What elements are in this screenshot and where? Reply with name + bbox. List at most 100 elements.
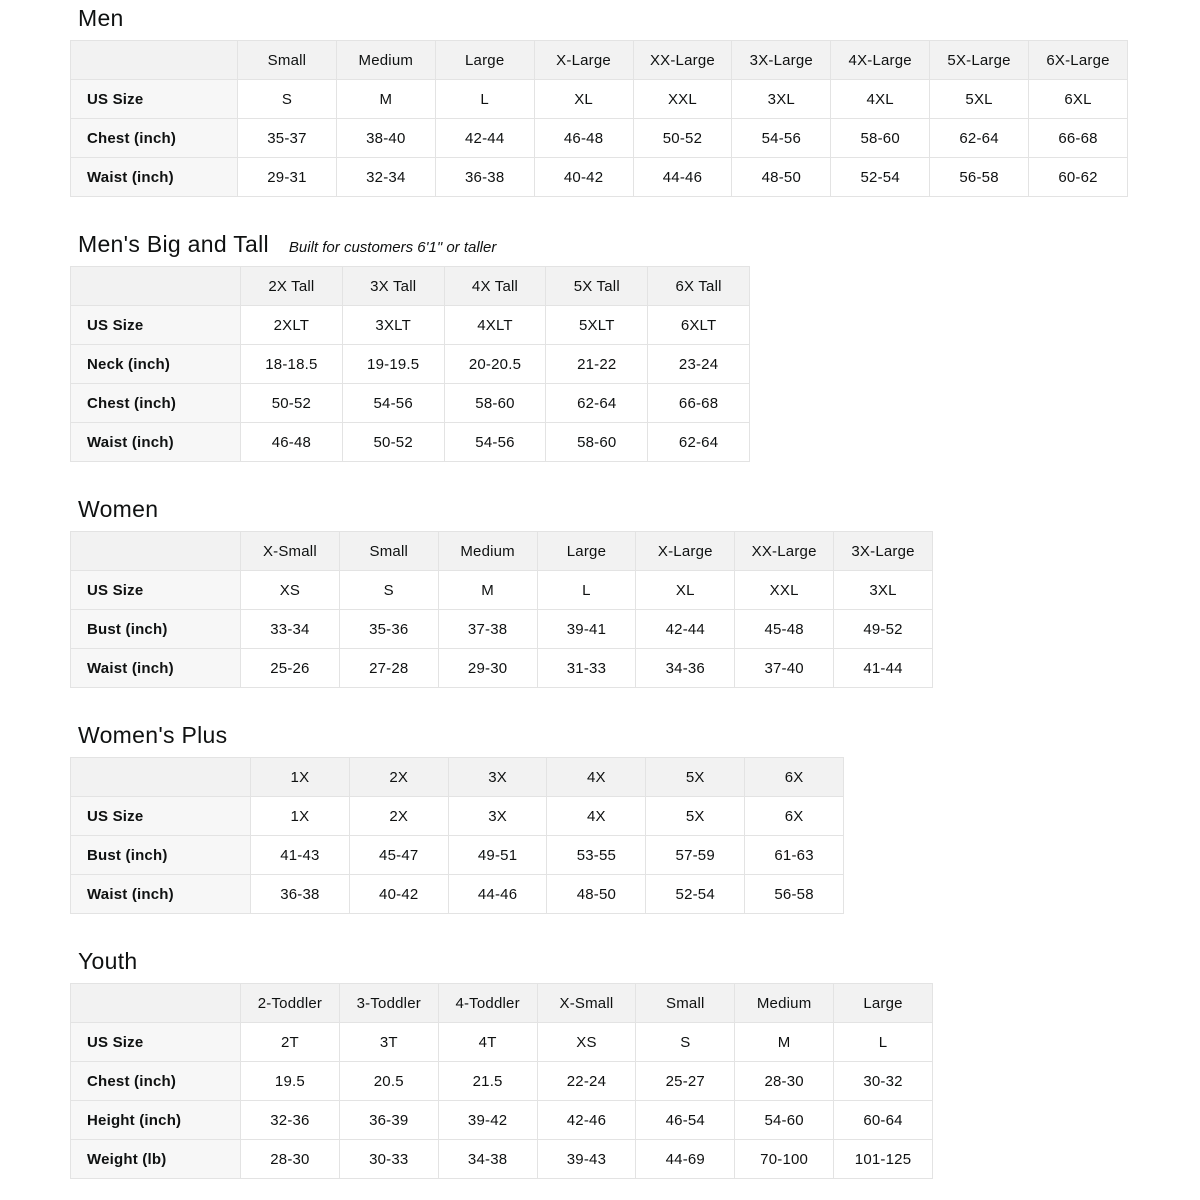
table-corner-cell xyxy=(70,983,241,1023)
size-value-cell: 46-48 xyxy=(533,118,634,158)
header-row: X-Small Small Medium Large X-Large XX-Large 3X… xyxy=(70,531,933,571)
size-table-youth: 2-Toddler 3-Toddler 4-Toddler X-Small Small M… xyxy=(70,983,933,1179)
column-header-cell: 3X Tall xyxy=(341,266,445,306)
size-value-cell: 28-30 xyxy=(734,1061,835,1101)
size-value-cell: 6XL xyxy=(1028,79,1128,119)
size-value-cell: 5XLT xyxy=(545,305,649,345)
table-corner-cell xyxy=(70,40,238,80)
size-value-cell: 44-69 xyxy=(635,1139,736,1179)
size-value-cell: 31-33 xyxy=(536,648,637,688)
column-header-cell: 2-Toddler xyxy=(240,983,340,1023)
column-header-cell: 1X xyxy=(250,757,350,797)
section-title-womens-plus: Women's Plus xyxy=(78,722,228,748)
size-value-cell: 32-36 xyxy=(240,1100,340,1140)
size-value-cell: 4XLT xyxy=(443,305,547,345)
column-header-cell: 6X Tall xyxy=(647,266,750,306)
column-header-cell: Medium xyxy=(734,983,835,1023)
size-value-cell: 66-68 xyxy=(1028,118,1128,158)
section-title-mens-big-and-tall: Men's Big and Tall xyxy=(78,231,269,257)
column-header-cell: X-Small xyxy=(240,531,340,571)
row-label-cell: US Size xyxy=(70,305,241,345)
size-value-cell: 70-100 xyxy=(734,1139,835,1179)
table-row: Chest (inch) 35-37 38-40 42-44 46-48 50-52 54-… xyxy=(70,118,1128,158)
size-value-cell: XXL xyxy=(632,79,733,119)
table-corner-cell xyxy=(70,757,251,797)
table-row: Waist (inch) 25-26 27-28 29-30 31-33 34-36 37-… xyxy=(70,648,933,688)
row-label-cell: Waist (inch) xyxy=(70,422,241,462)
size-value-cell: 42-44 xyxy=(434,118,535,158)
row-label-cell: Bust (inch) xyxy=(70,609,241,649)
column-header-cell: 4X Tall xyxy=(443,266,547,306)
size-value-cell: 30-33 xyxy=(338,1139,439,1179)
column-header-cell: Small xyxy=(237,40,337,80)
size-value-cell: S xyxy=(237,79,337,119)
row-label-cell: Chest (inch) xyxy=(70,383,241,423)
size-value-cell: 37-38 xyxy=(437,609,538,649)
column-header-cell: Small xyxy=(635,983,736,1023)
row-label-cell: US Size xyxy=(70,796,251,836)
section-heading-womens-plus: Women's Plus xyxy=(78,722,1200,749)
size-value-cell: 39-42 xyxy=(437,1100,538,1140)
size-value-cell: 5XL xyxy=(929,79,1029,119)
size-value-cell: 54-56 xyxy=(443,422,547,462)
section-heading-mens-big-and-tall: Men's Big and Tall Built for customers 6'… xyxy=(78,231,1200,258)
size-value-cell: XXL xyxy=(734,570,835,610)
section-women: Women X-Small Small Medium Large X-Large XX-La… xyxy=(70,496,1200,688)
section-title-men: Men xyxy=(78,5,124,31)
size-value-cell: 50-52 xyxy=(341,422,445,462)
size-value-cell: 101-125 xyxy=(833,1139,933,1179)
table-row: Weight (lb) 28-30 30-33 34-38 39-43 44-69 70-1… xyxy=(70,1139,933,1179)
row-label-cell: Waist (inch) xyxy=(70,157,238,197)
size-value-cell: 3XL xyxy=(731,79,832,119)
column-header-cell: 5X-Large xyxy=(929,40,1029,80)
size-value-cell: 21.5 xyxy=(437,1061,538,1101)
size-value-cell: M xyxy=(437,570,538,610)
section-youth: Youth 2-Toddler 3-Toddler 4-Toddler X-Small S… xyxy=(70,948,1200,1179)
column-header-cell: XX-Large xyxy=(632,40,733,80)
size-value-cell: 36-38 xyxy=(434,157,535,197)
size-value-cell: S xyxy=(338,570,439,610)
table-row: Bust (inch) 33-34 35-36 37-38 39-41 42-44 45-4… xyxy=(70,609,933,649)
row-label-cell: Chest (inch) xyxy=(70,118,238,158)
size-value-cell: 45-48 xyxy=(734,609,835,649)
section-title-youth: Youth xyxy=(78,948,138,974)
section-womens-plus: Women's Plus 1X 2X 3X 4X 5X 6X US Size 1X 2X 3X 4X 5… xyxy=(70,722,1200,914)
table-row: Chest (inch) 19.5 20.5 21.5 22-24 25-27 28-30 3… xyxy=(70,1061,933,1101)
size-value-cell: XS xyxy=(536,1022,637,1062)
column-header-cell: 3-Toddler xyxy=(338,983,439,1023)
size-value-cell: 3X xyxy=(447,796,548,836)
column-header-cell: 2X xyxy=(348,757,449,797)
size-value-cell: 29-31 xyxy=(237,157,337,197)
size-value-cell: 36-39 xyxy=(338,1100,439,1140)
size-value-cell: 36-38 xyxy=(250,874,350,914)
row-label-cell: Height (inch) xyxy=(70,1100,241,1140)
size-value-cell: L xyxy=(434,79,535,119)
size-value-cell: S xyxy=(635,1022,736,1062)
size-value-cell: 19.5 xyxy=(240,1061,340,1101)
size-value-cell: 54-56 xyxy=(341,383,445,423)
column-header-cell: 5X Tall xyxy=(545,266,649,306)
table-corner-cell xyxy=(70,266,241,306)
section-men: Men Small Medium Large X-Large XX-Large 3X-Lar… xyxy=(70,5,1200,197)
table-row: US Size 2XLT 3XLT 4XLT 5XLT 6XLT xyxy=(70,305,750,345)
column-header-cell: Medium xyxy=(335,40,436,80)
column-header-cell: 6X-Large xyxy=(1028,40,1128,80)
column-header-cell: Large xyxy=(434,40,535,80)
size-value-cell: 57-59 xyxy=(645,835,746,875)
size-value-cell: 3T xyxy=(338,1022,439,1062)
row-label-cell: Chest (inch) xyxy=(70,1061,241,1101)
size-value-cell: 42-44 xyxy=(635,609,736,649)
section-heading-women: Women xyxy=(78,496,1200,523)
size-value-cell: 50-52 xyxy=(632,118,733,158)
size-table-womens-plus: 1X 2X 3X 4X 5X 6X US Size 1X 2X 3X 4X 5X 6X Bust (inc… xyxy=(70,757,844,914)
size-value-cell: 56-58 xyxy=(929,157,1029,197)
size-value-cell: 33-34 xyxy=(240,609,340,649)
size-value-cell: 58-60 xyxy=(443,383,547,423)
size-value-cell: 41-43 xyxy=(250,835,350,875)
row-label-cell: Weight (lb) xyxy=(70,1139,241,1179)
size-value-cell: 46-48 xyxy=(240,422,343,462)
size-value-cell: L xyxy=(536,570,637,610)
table-row: US Size S M L XL XXL 3XL 4XL 5XL 6XL xyxy=(70,79,1128,119)
column-header-cell: X-Large xyxy=(635,531,736,571)
size-value-cell: 60-64 xyxy=(833,1100,933,1140)
